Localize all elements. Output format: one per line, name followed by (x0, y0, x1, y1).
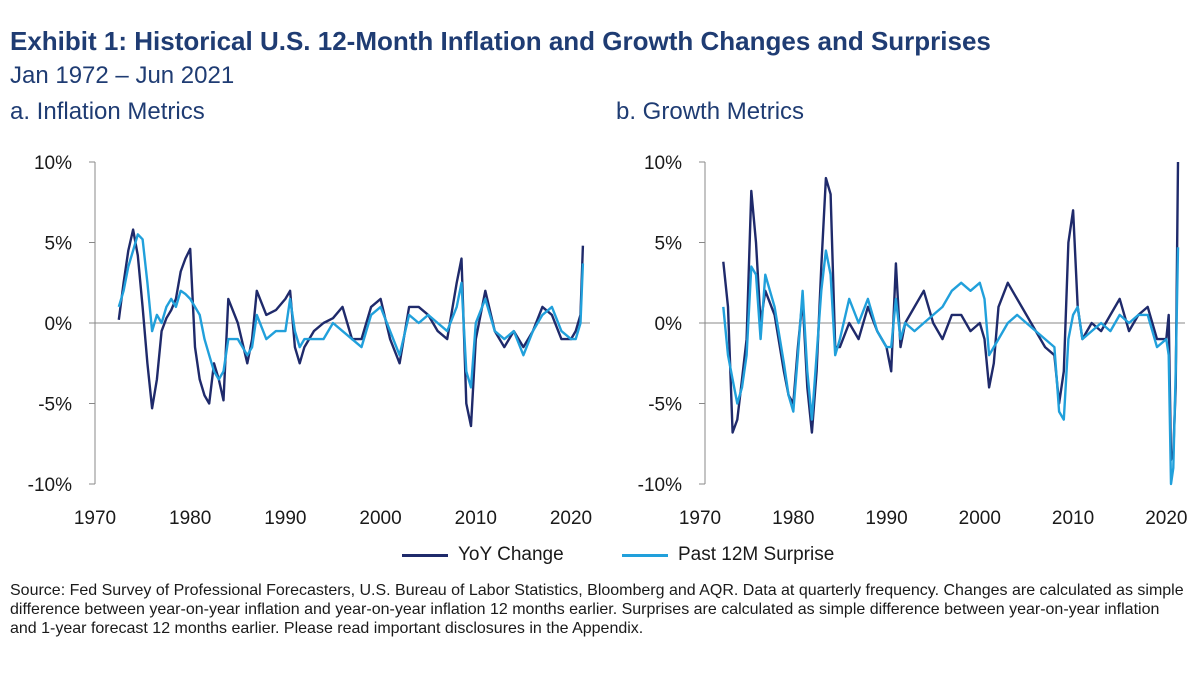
inflation-x-tick-label: 1990 (264, 508, 306, 529)
legend-swatch-yoy-change (402, 553, 448, 557)
inflation-y-tick-label: -10% (28, 475, 72, 496)
growth-y-tick-label: 5% (655, 234, 683, 255)
growth-y-tick-label: 0% (655, 314, 683, 335)
inflation-series-past-12m-surprise (117, 233, 585, 389)
inflation-chart: 10% 5% 0% -5% -10%1970 1980 1990 2000 2010 2020 (28, 153, 592, 529)
growth-series-yoy-change (722, 161, 1180, 462)
growth-x-tick-label: 2000 (959, 508, 1001, 529)
panel-b-title: b. Growth Metrics (616, 98, 805, 125)
inflation-x-tick-label: 1970 (74, 508, 116, 529)
inflation-x-tick-label: 1980 (169, 508, 211, 529)
growth-chart: 10% 5% 0% -5% -10% 1970 1980 1990 2000 2010 2020 (638, 153, 1188, 529)
growth-x-tick-label: 2010 (1052, 508, 1094, 529)
inflation-y-tick-label: 10% (34, 153, 72, 174)
legend-label-past-12m-surprise: Past 12M Surprise (678, 544, 835, 565)
inflation-series-yoy-change (117, 228, 585, 428)
inflation-x-tick-label: 2000 (359, 508, 401, 529)
legend-item-past-12m-surprise: Past 12M Surprise (622, 544, 834, 566)
growth-x-tick-label: 1980 (772, 508, 814, 529)
inflation-x-tick-label: 2020 (550, 508, 592, 529)
growth-y-tick-label: -10% (638, 475, 682, 496)
page-title: Exhibit 1: Historical U.S. 12-Month Infl… (10, 26, 991, 56)
growth-y-tick-label: 10% (644, 153, 682, 174)
growth-x-tick-label: 1990 (865, 508, 907, 529)
legend-label-yoy-change: YoY Change (458, 544, 564, 565)
page-subtitle: Jan 1972 – Jun 2021 (10, 62, 235, 89)
growth-y-tick-label: -5% (648, 395, 682, 416)
panel-a-title: a. Inflation Metrics (10, 98, 205, 125)
legend: YoY Change Past 12M Surprise (0, 544, 1200, 570)
legend-swatch-past-12m-surprise (622, 553, 668, 557)
inflation-y-tick-label: 5% (45, 234, 73, 255)
source-note: Source: Fed Survey of Professional Forec… (10, 582, 1184, 637)
growth-series-past-12m-surprise (722, 247, 1180, 486)
inflation-x-tick-label: 2010 (455, 508, 497, 529)
charts-canvas: 10%5%0%-5%-10%1970 1980 1990 2000 2010 2020 1… (28, 153, 1188, 529)
inflation-y-tick-label: -5% (38, 395, 72, 416)
growth-x-tick-label: 2020 (1145, 508, 1187, 529)
legend-item-yoy-change: YoY Change (402, 544, 564, 566)
inflation-y-tick-label: 0% (45, 314, 73, 335)
growth-x-tick-label: 1970 (679, 508, 721, 529)
